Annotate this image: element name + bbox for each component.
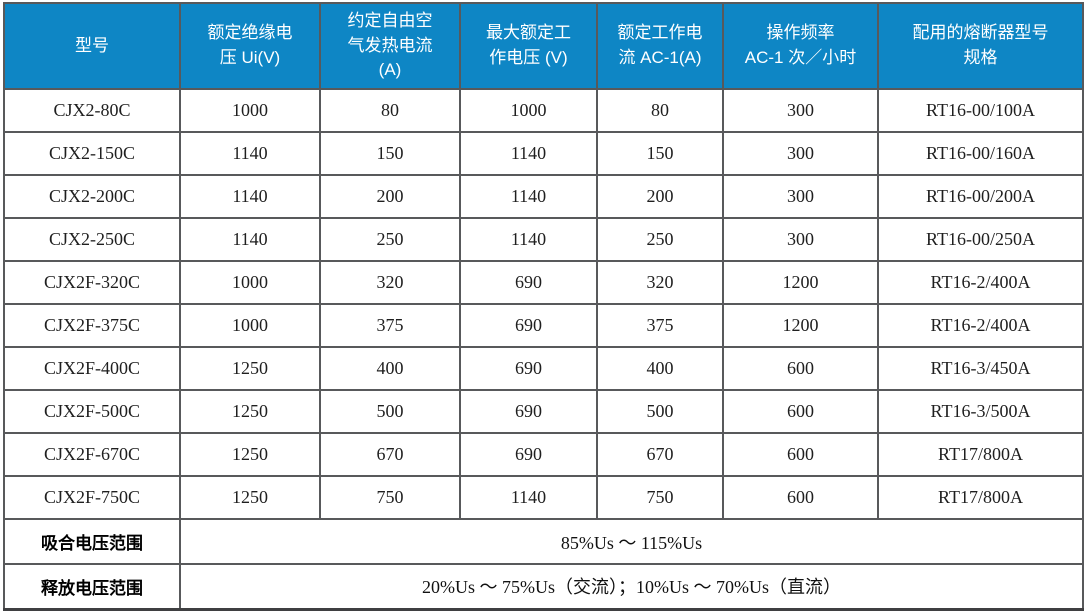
model-cell: CJX2F-320C xyxy=(3,260,181,305)
model-cell: CJX2F-750C xyxy=(3,475,181,520)
value-cell: 1140 xyxy=(179,174,321,219)
footer-row: 释放电压范围 20%Us ～ 75%Us（交流）；10%Us ～ 70%Us（直流… xyxy=(3,563,1084,611)
value-cell: 1000 xyxy=(179,303,321,348)
table-body: CJX2-80C 1000 80 1000 80 300 RT16-00/100A CJX2-… xyxy=(3,88,1084,520)
value-cell: 600 xyxy=(722,389,879,434)
model-cell: CJX2F-400C xyxy=(3,346,181,391)
table-row: CJX2F-320C 1000 320 690 320 1200 RT16-2/400A xyxy=(3,260,1084,305)
table-header: 型号 额定绝缘电 压 Ui(V) 约定自由空 气发热电流 (A) 最大额定工 作电压 … xyxy=(3,2,1084,90)
table-row: CJX2F-500C 1250 500 690 500 600 RT16-3/500A xyxy=(3,389,1084,434)
value-cell: 1140 xyxy=(179,131,321,176)
table-row: CJX2-250C 1140 250 1140 250 300 RT16-00/250A xyxy=(3,217,1084,262)
value-cell: 150 xyxy=(596,131,724,176)
value-cell: 690 xyxy=(459,260,598,305)
value-cell: 600 xyxy=(722,475,879,520)
value-cell: 400 xyxy=(596,346,724,391)
value-cell: 500 xyxy=(319,389,461,434)
model-cell: CJX2F-500C xyxy=(3,389,181,434)
value-cell: 1250 xyxy=(179,346,321,391)
value-cell: 1140 xyxy=(179,217,321,262)
value-cell: 1200 xyxy=(722,303,879,348)
footer-row: 吸合电压范围 85%Us ～ 115%Us xyxy=(3,518,1084,565)
footer-row-value: 85%Us ～ 115%Us xyxy=(179,518,1084,565)
value-cell: 600 xyxy=(722,346,879,391)
column-header: 操作频率 AC-1 次／小时 xyxy=(722,2,879,90)
value-cell: 300 xyxy=(722,131,879,176)
value-cell: 1140 xyxy=(459,131,598,176)
value-cell: RT16-3/500A xyxy=(877,389,1084,434)
value-cell: 1000 xyxy=(179,260,321,305)
header-row: 型号 额定绝缘电 压 Ui(V) 约定自由空 气发热电流 (A) 最大额定工 作电压 … xyxy=(3,2,1084,90)
value-cell: 690 xyxy=(459,389,598,434)
value-cell: 1000 xyxy=(179,88,321,133)
value-cell: 320 xyxy=(319,260,461,305)
spec-sheet-page: 型号 额定绝缘电 压 Ui(V) 约定自由空 气发热电流 (A) 最大额定工 作电压 … xyxy=(3,2,1084,611)
value-cell: 1250 xyxy=(179,432,321,477)
value-cell: RT16-00/160A xyxy=(877,131,1084,176)
column-header: 额定工作电 流 AC-1(A) xyxy=(596,2,724,90)
value-cell: 1140 xyxy=(459,174,598,219)
table-row: CJX2-150C 1140 150 1140 150 300 RT16-00/160A xyxy=(3,131,1084,176)
value-cell: 400 xyxy=(319,346,461,391)
value-cell: RT17/800A xyxy=(877,432,1084,477)
column-header: 配用的熔断器型号 规格 xyxy=(877,2,1084,90)
value-cell: 300 xyxy=(722,88,879,133)
value-cell: 1000 xyxy=(459,88,598,133)
value-cell: 80 xyxy=(319,88,461,133)
value-cell: 200 xyxy=(596,174,724,219)
footer-row-value: 20%Us ～ 75%Us（交流）；10%Us ～ 70%Us（直流） xyxy=(179,563,1084,611)
value-cell: 500 xyxy=(596,389,724,434)
model-cell: CJX2-150C xyxy=(3,131,181,176)
value-cell: RT16-00/250A xyxy=(877,217,1084,262)
table-row: CJX2F-670C 1250 670 690 670 600 RT17/800A xyxy=(3,432,1084,477)
value-cell: 1140 xyxy=(459,475,598,520)
model-cell: CJX2-250C xyxy=(3,217,181,262)
value-cell: 1140 xyxy=(459,217,598,262)
value-cell: 690 xyxy=(459,303,598,348)
value-cell: 1250 xyxy=(179,475,321,520)
value-cell: 80 xyxy=(596,88,724,133)
column-header: 型号 xyxy=(3,2,181,90)
footer-row-label: 吸合电压范围 xyxy=(3,518,181,565)
table-row: CJX2-200C 1140 200 1140 200 300 RT16-00/200A xyxy=(3,174,1084,219)
value-cell: 300 xyxy=(722,217,879,262)
table-row: CJX2F-400C 1250 400 690 400 600 RT16-3/450A xyxy=(3,346,1084,391)
table-footer: 吸合电压范围 85%Us ～ 115%Us 释放电压范围 20%Us ～ 75%Us（… xyxy=(3,518,1084,611)
value-cell: 670 xyxy=(596,432,724,477)
table-row: CJX2F-750C 1250 750 1140 750 600 RT17/800A xyxy=(3,475,1084,520)
value-cell: 150 xyxy=(319,131,461,176)
value-cell: RT16-2/400A xyxy=(877,260,1084,305)
value-cell: 750 xyxy=(596,475,724,520)
value-cell: 250 xyxy=(319,217,461,262)
value-cell: RT17/800A xyxy=(877,475,1084,520)
value-cell: 1200 xyxy=(722,260,879,305)
value-cell: 600 xyxy=(722,432,879,477)
model-cell: CJX2F-670C xyxy=(3,432,181,477)
value-cell: 300 xyxy=(722,174,879,219)
value-cell: 690 xyxy=(459,432,598,477)
value-cell: 200 xyxy=(319,174,461,219)
value-cell: RT16-3/450A xyxy=(877,346,1084,391)
model-cell: CJX2-200C xyxy=(3,174,181,219)
footer-row-label: 释放电压范围 xyxy=(3,563,181,611)
value-cell: 1250 xyxy=(179,389,321,434)
value-cell: 690 xyxy=(459,346,598,391)
value-cell: RT16-00/200A xyxy=(877,174,1084,219)
contactor-spec-table: 型号 额定绝缘电 压 Ui(V) 约定自由空 气发热电流 (A) 最大额定工 作电压 … xyxy=(3,2,1084,611)
value-cell: 375 xyxy=(596,303,724,348)
value-cell: 670 xyxy=(319,432,461,477)
column-header: 额定绝缘电 压 Ui(V) xyxy=(179,2,321,90)
model-cell: CJX2-80C xyxy=(3,88,181,133)
value-cell: RT16-00/100A xyxy=(877,88,1084,133)
value-cell: 320 xyxy=(596,260,724,305)
value-cell: 250 xyxy=(596,217,724,262)
column-header: 最大额定工 作电压 (V) xyxy=(459,2,598,90)
value-cell: 375 xyxy=(319,303,461,348)
value-cell: 750 xyxy=(319,475,461,520)
table-row: CJX2F-375C 1000 375 690 375 1200 RT16-2/400A xyxy=(3,303,1084,348)
table-row: CJX2-80C 1000 80 1000 80 300 RT16-00/100A xyxy=(3,88,1084,133)
column-header: 约定自由空 气发热电流 (A) xyxy=(319,2,461,90)
model-cell: CJX2F-375C xyxy=(3,303,181,348)
value-cell: RT16-2/400A xyxy=(877,303,1084,348)
